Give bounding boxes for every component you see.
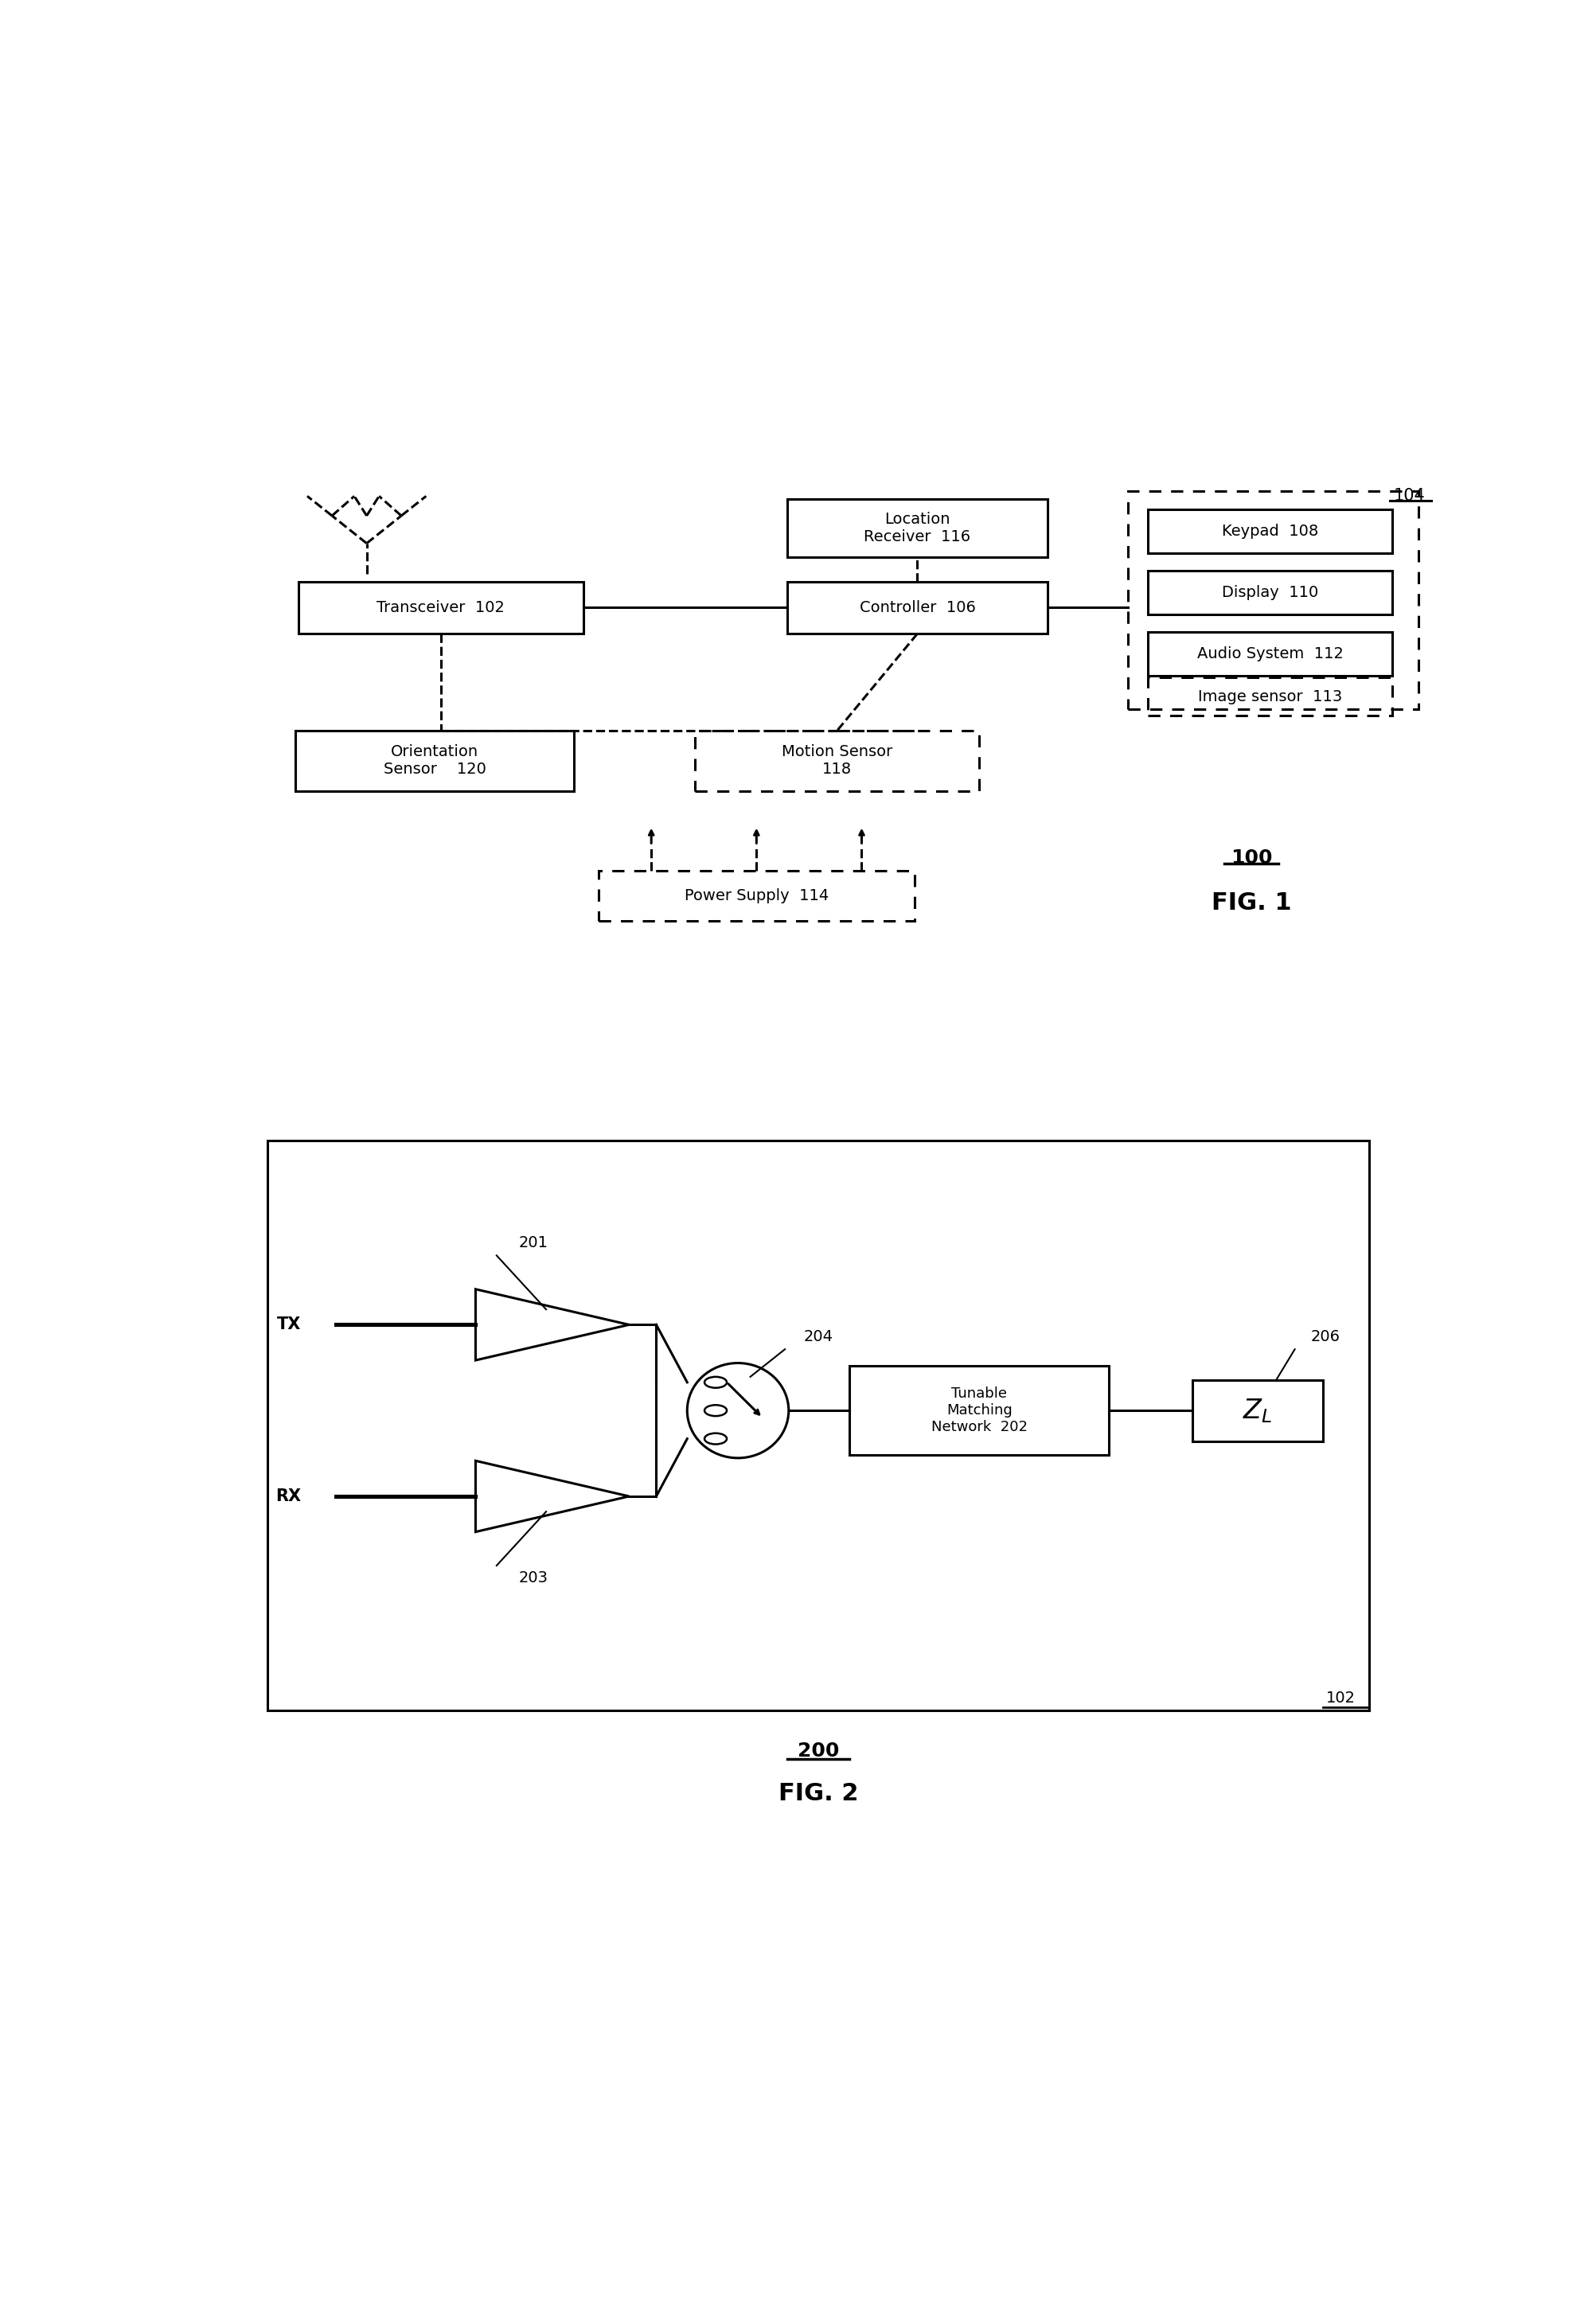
Text: 104: 104 (1393, 488, 1425, 504)
Text: 201: 201 (519, 1236, 547, 1252)
Text: Transceiver  102: Transceiver 102 (377, 601, 504, 614)
Text: 206: 206 (1310, 1330, 1339, 1344)
Bar (787, 582, 1047, 633)
Text: 102: 102 (1325, 1691, 1355, 1705)
Bar (1148, 630, 1392, 676)
Bar (1192, 1381, 1321, 1440)
Bar (1148, 676, 1392, 716)
Text: Power Supply  114: Power Supply 114 (685, 888, 828, 904)
Text: 203: 203 (519, 1569, 547, 1585)
Text: Audio System  112: Audio System 112 (1197, 647, 1342, 660)
Text: TX: TX (276, 1316, 300, 1332)
Bar (268, 1141, 1368, 1712)
Text: Tunable
Matching
Network  202: Tunable Matching Network 202 (930, 1388, 1026, 1434)
Text: Keypad  108: Keypad 108 (1221, 525, 1318, 538)
Text: Location
Receiver  116: Location Receiver 116 (863, 511, 970, 545)
Text: 204: 204 (803, 1330, 833, 1344)
Text: Orientation
Sensor    120: Orientation Sensor 120 (383, 746, 485, 778)
Bar (694, 732, 978, 792)
Text: $Z_L$: $Z_L$ (1242, 1397, 1272, 1424)
Text: Motion Sensor
118: Motion Sensor 118 (780, 746, 892, 778)
Bar (298, 582, 583, 633)
Bar (295, 732, 573, 792)
Bar (1127, 490, 1417, 709)
Text: FIG. 1: FIG. 1 (1211, 890, 1291, 913)
Text: Display  110: Display 110 (1221, 584, 1318, 601)
Text: RX: RX (276, 1489, 302, 1505)
Bar (849, 1367, 1109, 1454)
Text: Image sensor  113: Image sensor 113 (1197, 688, 1342, 704)
Text: 200: 200 (796, 1742, 839, 1760)
Text: Controller  106: Controller 106 (859, 601, 975, 614)
Bar (787, 499, 1047, 557)
Bar (598, 870, 915, 920)
Text: FIG. 2: FIG. 2 (777, 1781, 859, 1804)
Text: 100: 100 (1231, 849, 1272, 867)
Bar (1148, 509, 1392, 552)
Bar (1148, 571, 1392, 614)
